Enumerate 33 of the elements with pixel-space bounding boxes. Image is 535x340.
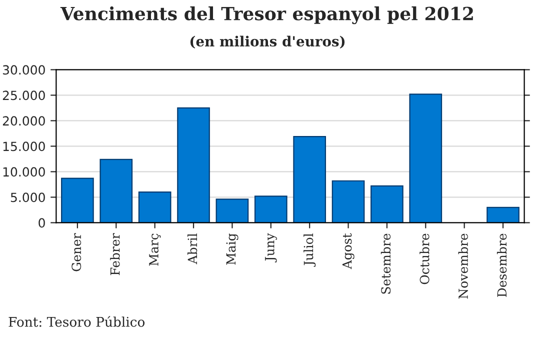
y-tick-label: 30.000 [2, 65, 45, 75]
x-tick-label: Juny [265, 233, 277, 262]
bar [254, 196, 288, 223]
x-tick-label: Febrer [110, 233, 120, 276]
x-tick-label: Octubre [420, 234, 430, 284]
y-tick-label: 20.000 [2, 116, 45, 126]
x-tick-label: Setembre [380, 234, 391, 294]
chart-title: Venciments del Tresor espanyol pel 2012 [60, 6, 473, 24]
bar [370, 185, 404, 223]
x-tick-label: Juliol [304, 233, 316, 267]
bar [100, 158, 133, 223]
bar [177, 107, 210, 223]
x-tick-label: Desembre [496, 234, 507, 297]
x-tick-label: Abril [187, 233, 198, 264]
y-tick-label: 25.000 [2, 90, 45, 100]
bar [216, 198, 249, 223]
bar [293, 136, 326, 223]
x-tick-label: Agost [342, 233, 354, 270]
x-tick-label: Gener [72, 233, 82, 272]
text: Font: Tesoro Público [8, 316, 145, 327]
bar [409, 94, 442, 223]
y-tick-label: 10.000 [3, 167, 45, 177]
y-tick-label: 15.000 [3, 142, 45, 152]
bar [61, 178, 94, 223]
bar [332, 180, 365, 223]
y-tick-label: 0 [38, 218, 45, 228]
x-tick-label: Maig [226, 233, 238, 265]
bar [486, 206, 520, 223]
y-tick-label: 5.000 [10, 192, 45, 202]
x-tick-label: Març [149, 234, 161, 266]
chart-subtitle: (en milions d'euros) [190, 36, 345, 48]
bar [138, 192, 172, 223]
x-tick-label: Novembre [458, 234, 468, 299]
